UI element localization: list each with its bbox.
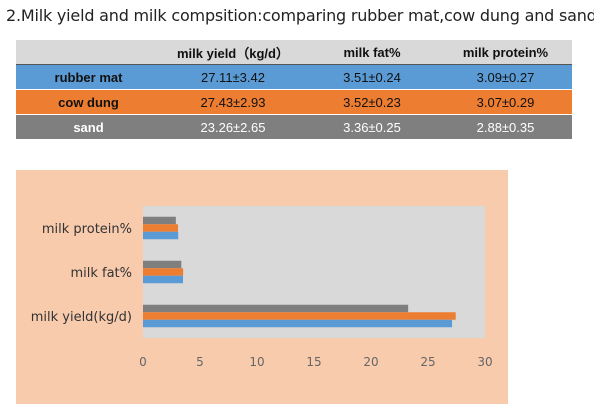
table-row: cow dung 27.43±2.93 3.52±0.23 3.07±0.29 xyxy=(16,89,572,115)
table-cell: 3.07±0.29 xyxy=(439,89,572,115)
table-cell: 3.52±0.23 xyxy=(305,89,439,115)
bar-chart-svg: milk yield(kg/d) milk fat% milk protein% 0 5… xyxy=(31,206,493,369)
bar-cow-dung-1 xyxy=(143,268,184,276)
x-tick-label: 10 xyxy=(249,355,264,369)
table-row: sand 23.26±2.65 3.36±0.25 2.88±0.35 xyxy=(16,114,572,140)
page-title: 2.Milk yield and milk compsition:compari… xyxy=(6,6,594,25)
table-cell: 3.36±0.25 xyxy=(305,114,439,140)
header-milk-fat: milk fat% xyxy=(305,40,439,65)
header-empty-cell xyxy=(16,40,161,65)
bar-sand-2 xyxy=(143,216,176,225)
x-tick-label: 25 xyxy=(420,355,435,369)
x-tick-label: 20 xyxy=(363,355,378,369)
bar-rubber-mat-0 xyxy=(143,319,453,328)
category-label: milk yield(kg/d) xyxy=(31,310,132,325)
comparison-table: milk yield（kg/d） milk fat% milk protein%… xyxy=(16,40,572,140)
row-label-sand: sand xyxy=(16,114,161,140)
table-cell: 27.43±2.93 xyxy=(161,89,305,115)
x-tick-label: 5 xyxy=(196,355,204,369)
category-label: milk protein% xyxy=(42,222,132,237)
table-cell: 27.11±3.42 xyxy=(161,64,305,90)
bar-rubber-mat-1 xyxy=(143,275,184,284)
table-cell: 3.09±0.27 xyxy=(439,64,572,90)
category-label: milk fat% xyxy=(70,266,132,281)
bar-rubber-mat-2 xyxy=(143,231,179,240)
table-header-row: milk yield（kg/d） milk fat% milk protein% xyxy=(16,40,572,65)
bar-sand-0 xyxy=(143,304,409,313)
x-tick-label: 15 xyxy=(306,355,321,369)
bar-chart: milk yield(kg/d) milk fat% milk protein% 0 5… xyxy=(16,170,508,404)
table-cell: 23.26±2.65 xyxy=(161,114,305,140)
header-milk-protein: milk protein% xyxy=(439,40,572,65)
row-label-rubber-mat: rubber mat xyxy=(16,64,161,90)
row-label-cow-dung: cow dung xyxy=(16,89,161,115)
table-cell: 3.51±0.24 xyxy=(305,64,439,90)
table-row: rubber mat 27.11±3.42 3.51±0.24 3.09±0.2… xyxy=(16,64,572,90)
header-milk-yield: milk yield（kg/d） xyxy=(161,40,305,65)
x-tick-label: 30 xyxy=(477,355,492,369)
table-cell: 2.88±0.35 xyxy=(439,114,572,140)
x-tick-label: 0 xyxy=(139,355,147,369)
bar-cow-dung-2 xyxy=(143,224,178,232)
bar-sand-1 xyxy=(143,260,182,269)
bar-cow-dung-0 xyxy=(143,312,456,320)
